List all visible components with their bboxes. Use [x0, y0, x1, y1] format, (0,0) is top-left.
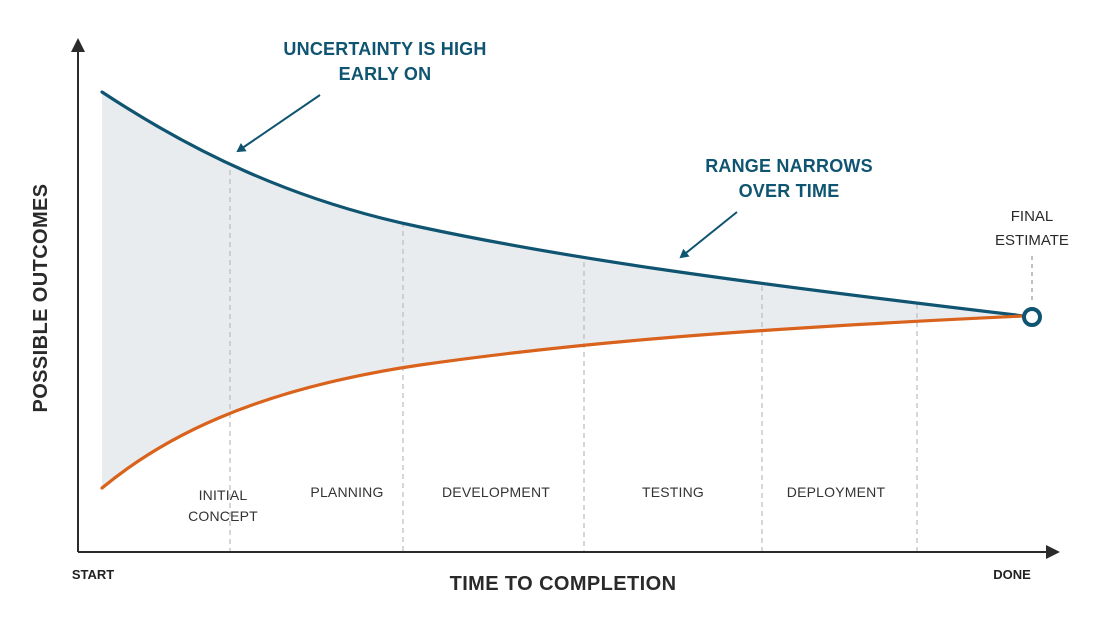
- x-axis-end-label: DONE: [993, 567, 1031, 582]
- y-axis-arrow-icon: [71, 38, 85, 52]
- phase-label-initial-concept-line2: CONCEPT: [188, 508, 258, 524]
- x-axis-arrow-icon: [1046, 545, 1060, 559]
- y-axis-title: POSSIBLE OUTCOMES: [30, 183, 52, 412]
- phase-label-testing: TESTING: [642, 484, 704, 500]
- final-estimate-label-line2: ESTIMATE: [995, 232, 1069, 249]
- callout-uncertainty-high-arrow: [236, 94, 321, 153]
- axes: [71, 38, 1060, 559]
- callout-range-narrows-line1: RANGE NARROWS: [705, 156, 873, 176]
- uncertainty-band: [102, 92, 1024, 488]
- callout-uncertainty-high-line2: EARLY ON: [339, 64, 432, 84]
- phase-label-development: DEVELOPMENT: [442, 484, 550, 500]
- upper-bound-curve: [100, 90, 1026, 318]
- callout-uncertainty-high-line1: UNCERTAINTY IS HIGH: [283, 39, 486, 59]
- phase-dividers: [229, 170, 918, 552]
- final-estimate-label-line1: FINAL: [1011, 208, 1054, 225]
- x-axis-title: TIME TO COMPLETION: [450, 573, 677, 595]
- x-axis-start-label: START: [72, 567, 114, 582]
- phase-label-initial-concept-line1: INITIAL: [199, 487, 248, 503]
- final-estimate-marker: [1022, 307, 1042, 327]
- phase-label-planning: PLANNING: [310, 484, 383, 500]
- callout-range-narrows-line2: OVER TIME: [739, 181, 840, 201]
- lower-bound-curve: [100, 314, 1026, 490]
- callout-range-narrows-arrow: [679, 211, 738, 259]
- phase-label-deployment: DEPLOYMENT: [787, 484, 886, 500]
